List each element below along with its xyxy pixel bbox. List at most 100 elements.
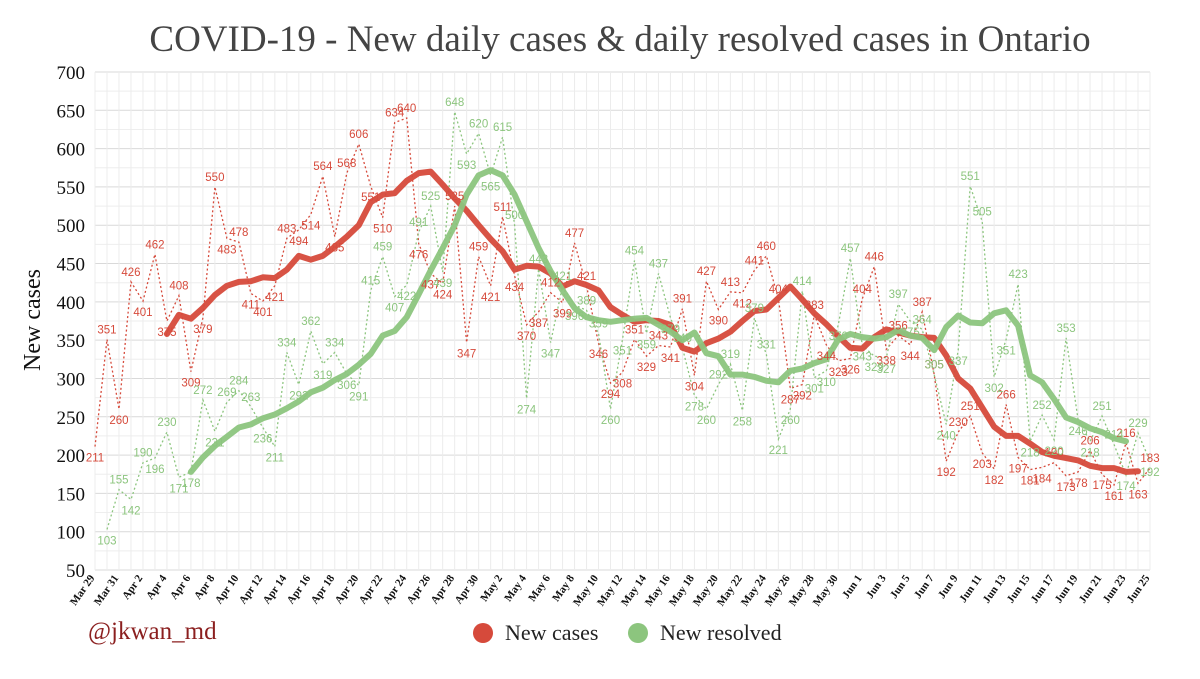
data-label: 214 [1104,429,1124,441]
data-label: 291 [349,391,368,403]
y-tick-label: 100 [57,523,86,544]
data-label: 347 [541,348,560,360]
data-label: 338 [877,355,896,367]
data-label: 206 [1080,435,1099,447]
legend-new-cases: New cases [473,620,598,646]
x-tick-label: Jun 23 [1101,572,1129,605]
data-label: 439 [433,278,452,290]
data-label: 178 [1068,478,1087,490]
data-label: 269 [217,387,236,399]
data-label: 426 [121,267,140,279]
data-label: 412 [733,299,752,311]
y-tick-label: 50 [66,561,85,582]
data-label: 346 [589,349,608,361]
data-label: 347 [457,348,476,360]
data-label: 421 [265,292,284,304]
data-label: 263 [241,392,260,404]
data-label: 404 [853,284,873,296]
data-label: 309 [181,378,200,390]
x-tick-label: Apr 24 [381,572,410,606]
data-label: 412 [541,278,560,290]
data-label: 568 [337,158,356,170]
data-label: 421 [481,292,500,304]
data-label: 182 [985,475,1004,487]
data-label: 211 [266,453,284,465]
data-label: 203 [973,459,992,471]
data-label: 459 [469,242,488,254]
x-tick-label: Jun 17 [1029,572,1057,605]
data-label: 422 [397,291,416,303]
x-tick-label: Apr 6 [168,572,194,601]
x-tick-label: Apr 4 [144,572,170,601]
data-label: 211 [86,453,104,465]
data-label: 359 [637,339,656,351]
data-label: 343 [649,331,668,343]
data-label: 178 [181,478,200,490]
y-tick-label: 450 [57,255,86,276]
data-label: 192 [1140,467,1159,479]
data-label: 103 [97,535,116,547]
data-label: 370 [517,331,536,343]
x-tick-label: Apr 14 [261,572,290,606]
data-label: 511 [493,202,511,214]
x-tick-label: Apr 28 [429,572,458,606]
data-label: 181 [1021,476,1040,488]
data-label: 459 [373,242,392,254]
data-label: 413 [721,277,740,289]
data-label: 462 [145,239,164,251]
data-label: 620 [469,118,488,130]
x-tick-label: Jun 7 [912,572,937,601]
data-label: 443 [529,254,548,266]
data-label: 229 [1128,418,1147,430]
data-label: 391 [673,294,692,306]
data-label: 266 [997,390,1016,402]
data-label: 326 [841,365,860,377]
y-axis-label: New cases [20,269,46,371]
y-tick-label: 200 [57,446,86,467]
data-label: 258 [733,417,752,429]
data-label: 216 [1116,428,1135,440]
data-label: 387 [913,297,932,309]
data-label: 337 [949,356,968,368]
data-label: 334 [277,337,297,349]
data-label: 593 [457,160,476,172]
y-tick-label: 250 [57,408,86,429]
data-label: 364 [913,314,933,326]
data-label: 362 [301,316,320,328]
data-label: 230 [949,417,968,429]
data-label: 379 [745,303,764,315]
data-label: 301 [805,384,824,396]
data-label: 550 [205,172,224,184]
data-label: 437 [649,258,668,270]
data-label: 476 [409,250,428,262]
data-label: 483 [217,244,236,256]
axis-layer: 50 100 150 200 250 300 350 400 450 500 550 600 650 70… [57,63,1153,609]
data-label: 351 [625,324,644,336]
series-average-line [187,167,1129,475]
data-label: 437 [421,279,440,291]
data-label: 142 [121,506,140,518]
data-label: 648 [445,97,464,109]
data-label: 483 [277,223,296,235]
x-tick-label: May 2 [478,572,505,604]
x-tick-label: Jun 1 [840,573,865,601]
x-tick-label: Apr 10 [213,572,242,606]
y-tick-label: 600 [57,140,86,161]
data-label: 175 [1092,480,1111,492]
data-label: 260 [697,415,716,427]
data-label: 454 [625,245,645,257]
x-tick-label: Apr 12 [237,572,266,606]
data-label: 351 [997,345,1016,357]
data-label: 551 [961,171,980,183]
data-label: 331 [757,340,776,352]
data-label: 329 [865,362,884,374]
data-label: 460 [757,241,776,253]
data-label: 292 [793,391,812,403]
moving-average-layer [163,167,1141,475]
legend-swatch-cases [473,623,493,643]
data-label: 446 [865,252,884,264]
data-label: 401 [253,307,272,319]
x-tick-label: Apr 16 [285,572,314,606]
data-label: 351 [97,324,116,336]
data-label: 399 [553,309,572,321]
